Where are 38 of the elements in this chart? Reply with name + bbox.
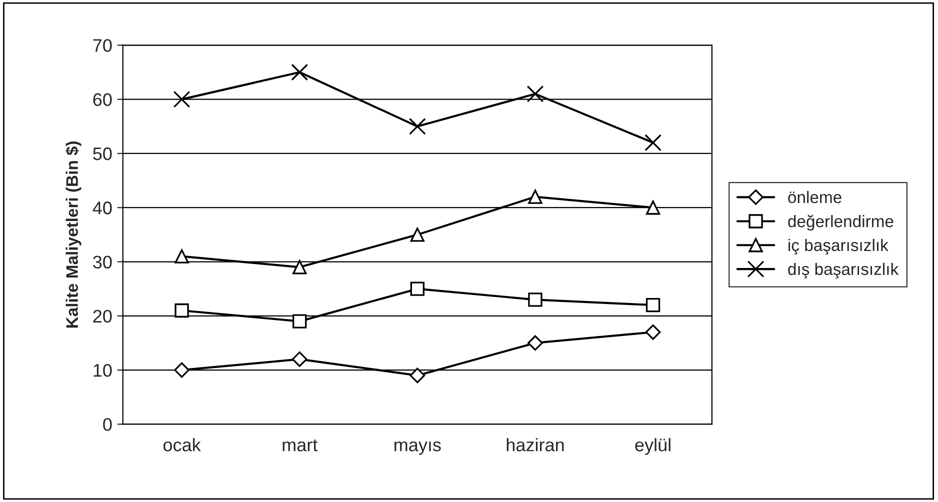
y-tick-label: 30	[93, 256, 112, 268]
x-tick-label: mart	[282, 439, 318, 452]
point	[410, 282, 424, 296]
point	[173, 90, 190, 108]
point	[646, 298, 660, 312]
point	[174, 249, 189, 264]
point	[292, 352, 308, 367]
point	[410, 368, 426, 384]
legend-label: önleme	[788, 190, 842, 204]
point	[292, 260, 307, 274]
point	[408, 118, 426, 135]
point	[526, 85, 544, 102]
legend-label: değerlendirme	[788, 214, 894, 231]
point	[528, 190, 542, 204]
y-tick-label: 70	[93, 39, 112, 52]
x-tick-label: mayıs	[394, 441, 441, 455]
legend-label: iç başarısızlık	[788, 238, 888, 254]
y-tick-label: 10	[94, 364, 112, 377]
legend-label: dış başarısızlık	[788, 262, 899, 278]
point	[646, 200, 660, 215]
point	[645, 324, 661, 340]
point	[174, 303, 189, 318]
x-tick-label: ocak	[163, 438, 201, 452]
y-tick-label: 40	[92, 202, 112, 214]
y-tick-label: 60	[93, 93, 112, 106]
y-tick-label: 20	[93, 310, 112, 323]
point	[644, 134, 662, 152]
point	[528, 335, 543, 351]
point	[291, 64, 308, 81]
point	[528, 292, 542, 307]
y-tick-label: 0	[103, 418, 112, 431]
x-tick-label: eylül	[635, 438, 670, 455]
x-tick-label: haziran	[506, 438, 564, 452]
point	[174, 362, 190, 378]
point	[292, 314, 307, 328]
y-axis-title: Kalite Maliyetleri (Bin $)	[65, 142, 82, 328]
y-tick-label: 50	[93, 147, 112, 160]
point	[410, 228, 424, 242]
